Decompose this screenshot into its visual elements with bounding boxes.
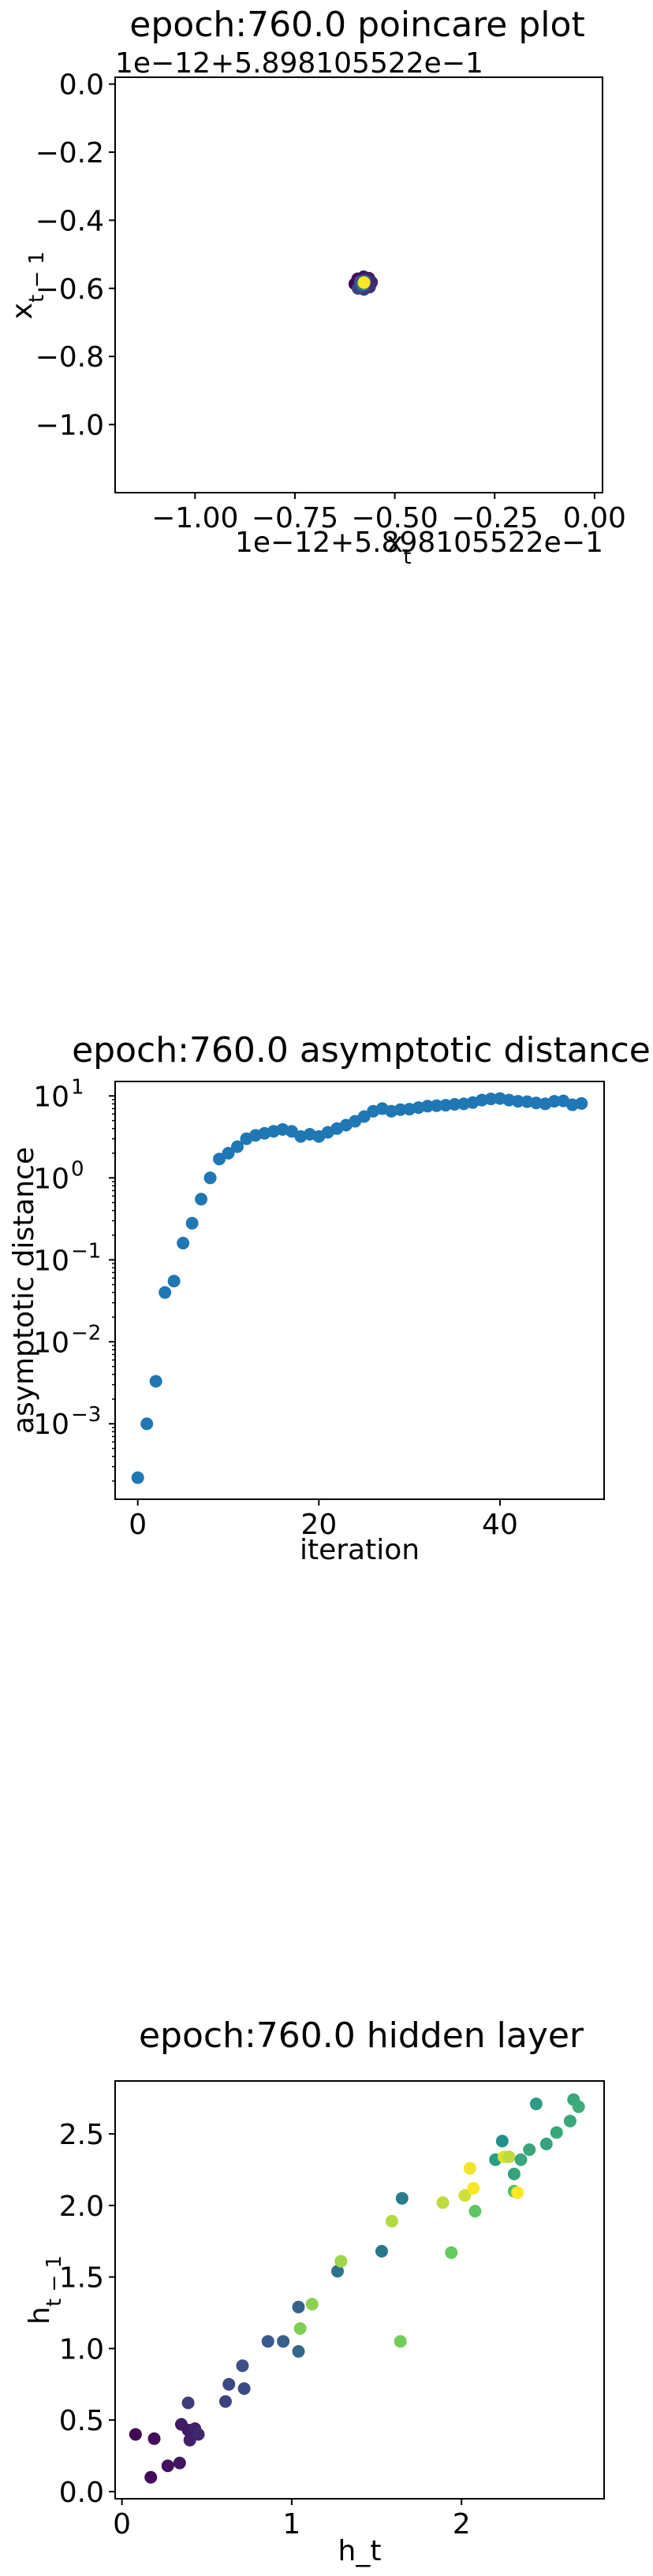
- y-tick-label: 2.0: [59, 2191, 104, 2223]
- hidden-point: [262, 2335, 274, 2347]
- x-tick-label: 2: [453, 2508, 471, 2541]
- y-tick-label: −1.0: [35, 410, 104, 442]
- hidden-point: [502, 2150, 515, 2163]
- x-tick-label: −1.00: [151, 502, 238, 534]
- hidden-point: [293, 2301, 305, 2314]
- hidden-title: epoch:760.0 hidden layer: [139, 2016, 584, 2056]
- hidden-point: [564, 2115, 577, 2127]
- hidden-point: [508, 2168, 521, 2180]
- hidden-point: [464, 2162, 476, 2175]
- hidden-point: [236, 2359, 248, 2372]
- hidden-point: [394, 2335, 407, 2347]
- hidden-point: [540, 2138, 553, 2150]
- hidden-point: [238, 2382, 251, 2395]
- y-tick-label: 0.0: [59, 2477, 104, 2509]
- asymptotic-y-ticks: 10−310−210−1100101: [33, 1075, 115, 1481]
- y-tick-label: −0.8: [35, 341, 104, 374]
- hidden-point: [396, 2192, 409, 2205]
- hidden-point: [445, 2247, 457, 2259]
- hidden-point: [293, 2345, 305, 2358]
- hidden-points: [129, 2094, 585, 2484]
- asymptotic-x-axis-label: iteration: [300, 1534, 420, 1566]
- asymptotic-point: [186, 1217, 199, 1230]
- asymptotic-point: [177, 1237, 189, 1249]
- hidden-point: [436, 2196, 449, 2209]
- y-tick-label: 10: [33, 1081, 69, 1113]
- y-tick-label: −0.4: [35, 205, 104, 237]
- hidden-point: [129, 2428, 142, 2440]
- hidden-point: [192, 2428, 204, 2440]
- asymptotic-distance-plot: epoch:760.0 asymptotic distance 10−310−2…: [0, 1025, 653, 1616]
- asymptotic-point: [168, 1275, 181, 1287]
- asymptotic-title: epoch:760.0 asymptotic distance: [72, 1030, 651, 1070]
- asymptotic-point: [150, 1375, 162, 1387]
- hidden-point: [306, 2298, 319, 2310]
- hidden-x-axis-label: h_t: [338, 2535, 382, 2567]
- hidden-point: [550, 2126, 563, 2139]
- y-tick-label: −0.2: [35, 137, 104, 169]
- asymptotic-point: [140, 1417, 153, 1430]
- hidden-x-ticks: 0 1 2: [113, 2499, 470, 2541]
- asymptotic-point: [575, 1097, 588, 1110]
- poincare-points: [349, 270, 378, 296]
- x-tick-label: 1: [282, 2508, 300, 2541]
- hidden-layer-plot: epoch:760.0 hidden layer 0.0 0.5 1.0 1.5 2.0…: [0, 1971, 653, 2576]
- hidden-point: [148, 2433, 161, 2445]
- x-tick-label: 0: [129, 1509, 147, 1541]
- y-tick-label: 0.5: [59, 2405, 104, 2437]
- y-tick-exponent: −2: [71, 1321, 101, 1345]
- y-tick-exponent: −3: [71, 1403, 101, 1427]
- poincare-y-offset-text: 1e−12+5.898105522e−1: [115, 47, 483, 80]
- asymptotic-point: [159, 1286, 171, 1299]
- hidden-point: [523, 2143, 535, 2156]
- y-tick-exponent: −1: [71, 1239, 101, 1263]
- y-tick-exponent: 0: [71, 1157, 84, 1181]
- asymptotic-plot-frame: [115, 1081, 604, 1499]
- hidden-point: [222, 2378, 235, 2391]
- hidden-point: [174, 2457, 186, 2470]
- poincare-y-axis-label: xt − 1: [6, 251, 49, 319]
- asymptotic-point: [204, 1171, 217, 1184]
- hidden-point: [515, 2153, 528, 2166]
- hidden-y-ticks: 0.00.51.01.52.02.5: [59, 2119, 115, 2509]
- poincare-plot: epoch:760.0 poincare plot 1e−12+5.898105…: [0, 0, 653, 631]
- y-tick-label: 0.0: [59, 69, 104, 102]
- hidden-point: [334, 2255, 347, 2268]
- hidden-point: [468, 2205, 481, 2217]
- asymptotic-point: [132, 1472, 144, 1484]
- poincare-point: [358, 276, 371, 288]
- hidden-point: [386, 2215, 398, 2228]
- asymptotic-points: [132, 1093, 588, 1484]
- hidden-point: [467, 2182, 479, 2194]
- hidden-point: [219, 2395, 232, 2408]
- hidden-point: [511, 2187, 524, 2199]
- hidden-point: [530, 2098, 543, 2110]
- asymptotic-point: [195, 1193, 207, 1205]
- poincare-x-offset-text: 1e−12+5.898105522e−1: [235, 527, 603, 559]
- hidden-point: [573, 2101, 585, 2113]
- y-tick-label: 1.0: [59, 2333, 104, 2366]
- asymptotic-y-axis-label: asymptotic distance: [8, 1147, 40, 1434]
- x-tick-label: 0: [113, 2508, 131, 2541]
- x-tick-label: 40: [482, 1509, 518, 1541]
- hidden-y-axis-label: ht − 1: [24, 2255, 66, 2325]
- hidden-point: [294, 2322, 307, 2335]
- y-tick-label: 2.5: [59, 2119, 104, 2151]
- hidden-point: [182, 2396, 195, 2409]
- y-tick-exponent: 1: [71, 1075, 84, 1099]
- hidden-point: [375, 2245, 388, 2258]
- poincare-title: epoch:760.0 poincare plot: [129, 5, 584, 45]
- hidden-point: [496, 2135, 509, 2147]
- hidden-point: [144, 2471, 157, 2484]
- hidden-point: [162, 2459, 174, 2472]
- hidden-point: [277, 2335, 289, 2347]
